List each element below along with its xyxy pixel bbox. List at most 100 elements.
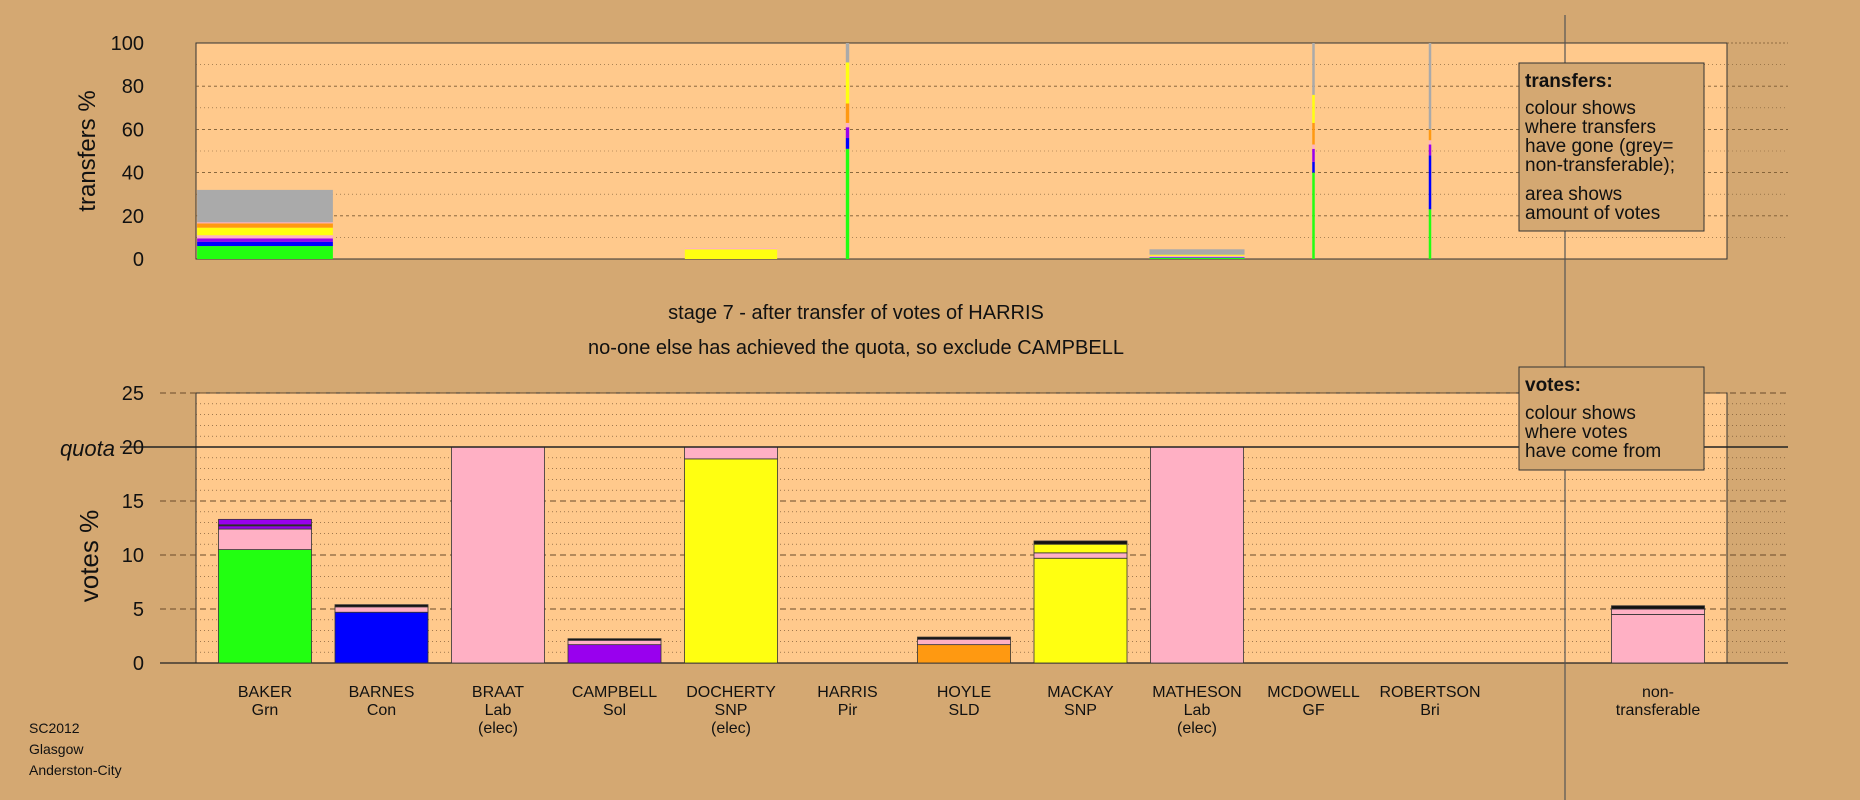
transfers-bars bbox=[197, 43, 1432, 259]
transfer-segment bbox=[684, 248, 778, 250]
transfer-segment bbox=[197, 223, 333, 228]
transfer-segment bbox=[1312, 122, 1315, 145]
transfers-legend: transfers: colour shows where transfers … bbox=[1518, 62, 1705, 232]
candidate-elected-label: (elec) bbox=[1177, 720, 1217, 737]
nontransferable-label: non- bbox=[1642, 684, 1674, 701]
transfer-segment bbox=[845, 62, 850, 104]
vote-segment bbox=[567, 644, 662, 664]
vote-segment bbox=[1150, 446, 1244, 664]
candidate-party-label: SNP bbox=[1064, 702, 1097, 719]
vote-segment bbox=[218, 549, 312, 664]
transfers-legend-line: area shows bbox=[1525, 184, 1622, 205]
transfer-segment bbox=[845, 103, 850, 123]
vote-segment bbox=[567, 638, 662, 641]
transfer-segment bbox=[684, 249, 778, 259]
candidate-party-label: Grn bbox=[252, 702, 279, 719]
candidate-elected-label: (elec) bbox=[478, 720, 518, 737]
stage-decision: no-one else has achieved the quota, so e… bbox=[588, 337, 1124, 359]
footer-council: Glasgow bbox=[29, 741, 84, 757]
vote-segment bbox=[1033, 543, 1128, 554]
transfers-legend-line: where transfers bbox=[1524, 117, 1656, 138]
vote-segment bbox=[1033, 540, 1128, 545]
votes-y-tick-label: 15 bbox=[122, 491, 144, 513]
candidate-party-label: SLD bbox=[948, 702, 979, 719]
transfer-segment bbox=[197, 246, 333, 259]
votes-legend-line: have come from bbox=[1525, 441, 1661, 462]
transfer-segment bbox=[1428, 129, 1432, 141]
vote-segment bbox=[334, 606, 429, 613]
footer-election: SC2012 bbox=[29, 720, 80, 736]
vote-segment bbox=[451, 446, 545, 664]
votes-legend: votes: colour shows where votes have com… bbox=[1518, 366, 1705, 471]
transfers-y-tick-label: 0 bbox=[133, 249, 144, 271]
transfer-segment bbox=[1312, 161, 1315, 173]
transfers-legend-line: amount of votes bbox=[1525, 203, 1660, 224]
nontransferable-label: transferable bbox=[1616, 702, 1701, 719]
transfer-segment bbox=[197, 189, 333, 223]
transfer-segment bbox=[1428, 43, 1432, 130]
transfers-y-ticks: 0 20 40 60 80 100 bbox=[111, 33, 144, 271]
votes-y-tick-label: 20 bbox=[122, 437, 144, 459]
votes-y-ticks: 0 5 10 15 20 25 bbox=[122, 383, 144, 675]
candidate-party-label: Lab bbox=[1184, 702, 1211, 719]
vote-segment bbox=[334, 611, 429, 664]
vote-segment bbox=[334, 604, 429, 608]
transfer-segment bbox=[1312, 144, 1315, 149]
vote-segment bbox=[917, 638, 1011, 646]
votes-legend-box bbox=[1518, 366, 1705, 471]
transfer-segment bbox=[1149, 254, 1245, 256]
vote-segment bbox=[684, 458, 778, 664]
vote-segment bbox=[218, 528, 312, 551]
transfer-segment bbox=[1428, 140, 1432, 145]
vote-segment bbox=[567, 639, 662, 646]
vote-segment bbox=[1033, 552, 1128, 559]
footer-ward: Anderston-City bbox=[29, 762, 122, 778]
footer: SC2012 Glasgow Anderston-City bbox=[29, 720, 122, 778]
candidate-name-label: DOCHERTY bbox=[686, 684, 776, 701]
vote-segment bbox=[218, 525, 312, 530]
candidate-name-label: HOYLE bbox=[937, 684, 991, 701]
candidate-name-label: HARRIS bbox=[817, 684, 877, 701]
candidate-name-label: MCDOWELL bbox=[1267, 684, 1360, 701]
transfers-legend-title: transfers: bbox=[1525, 71, 1613, 92]
candidate-party-label: Con bbox=[367, 702, 396, 719]
transfer-segment bbox=[1149, 255, 1245, 258]
transfers-legend-line: colour shows bbox=[1525, 98, 1636, 119]
votes-bars bbox=[120, 446, 1788, 664]
transfer-segment bbox=[197, 235, 333, 239]
vote-segment bbox=[684, 446, 778, 460]
candidate-party-label: Pir bbox=[838, 702, 858, 719]
transfers-y-tick-label: 100 bbox=[111, 33, 144, 55]
transfers-legend-box bbox=[1518, 62, 1705, 232]
votes-y-axis-label: votes % bbox=[74, 510, 104, 603]
nontransferable-segment bbox=[1611, 608, 1705, 615]
vote-segment bbox=[1033, 557, 1128, 664]
transfer-segment bbox=[1149, 249, 1245, 255]
transfer-segment bbox=[845, 148, 850, 259]
candidate-party-label: Bri bbox=[1420, 702, 1440, 719]
vote-segment bbox=[917, 644, 1011, 664]
transfer-segment bbox=[1312, 94, 1315, 123]
votes-x-labels: BAKERGrnBARNESConBRAATLab(elec)CAMPBELLS… bbox=[238, 684, 1700, 737]
quota-label: quota bbox=[60, 436, 115, 461]
candidate-name-label: BARNES bbox=[349, 684, 415, 701]
candidate-party-label: Sol bbox=[603, 702, 626, 719]
vote-segment bbox=[917, 636, 1011, 640]
candidate-name-label: MACKAY bbox=[1047, 684, 1114, 701]
transfers-y-axis-label: transfers % bbox=[74, 90, 101, 211]
candidate-party-label: GF bbox=[1302, 702, 1324, 719]
votes-y-tick-label: 5 bbox=[133, 599, 144, 621]
candidate-name-label: MATHESON bbox=[1152, 684, 1241, 701]
transfer-segment bbox=[845, 122, 850, 128]
transfer-segment bbox=[845, 138, 850, 149]
transfer-segment bbox=[197, 227, 333, 236]
candidate-party-label: Lab bbox=[485, 702, 512, 719]
candidate-name-label: BRAAT bbox=[472, 684, 524, 701]
transfer-segment bbox=[845, 127, 850, 139]
transfer-segment bbox=[1312, 148, 1315, 162]
transfers-plot-area bbox=[195, 42, 1728, 260]
transfers-legend-line: have gone (grey= bbox=[1525, 136, 1673, 157]
vote-segment bbox=[218, 518, 312, 526]
